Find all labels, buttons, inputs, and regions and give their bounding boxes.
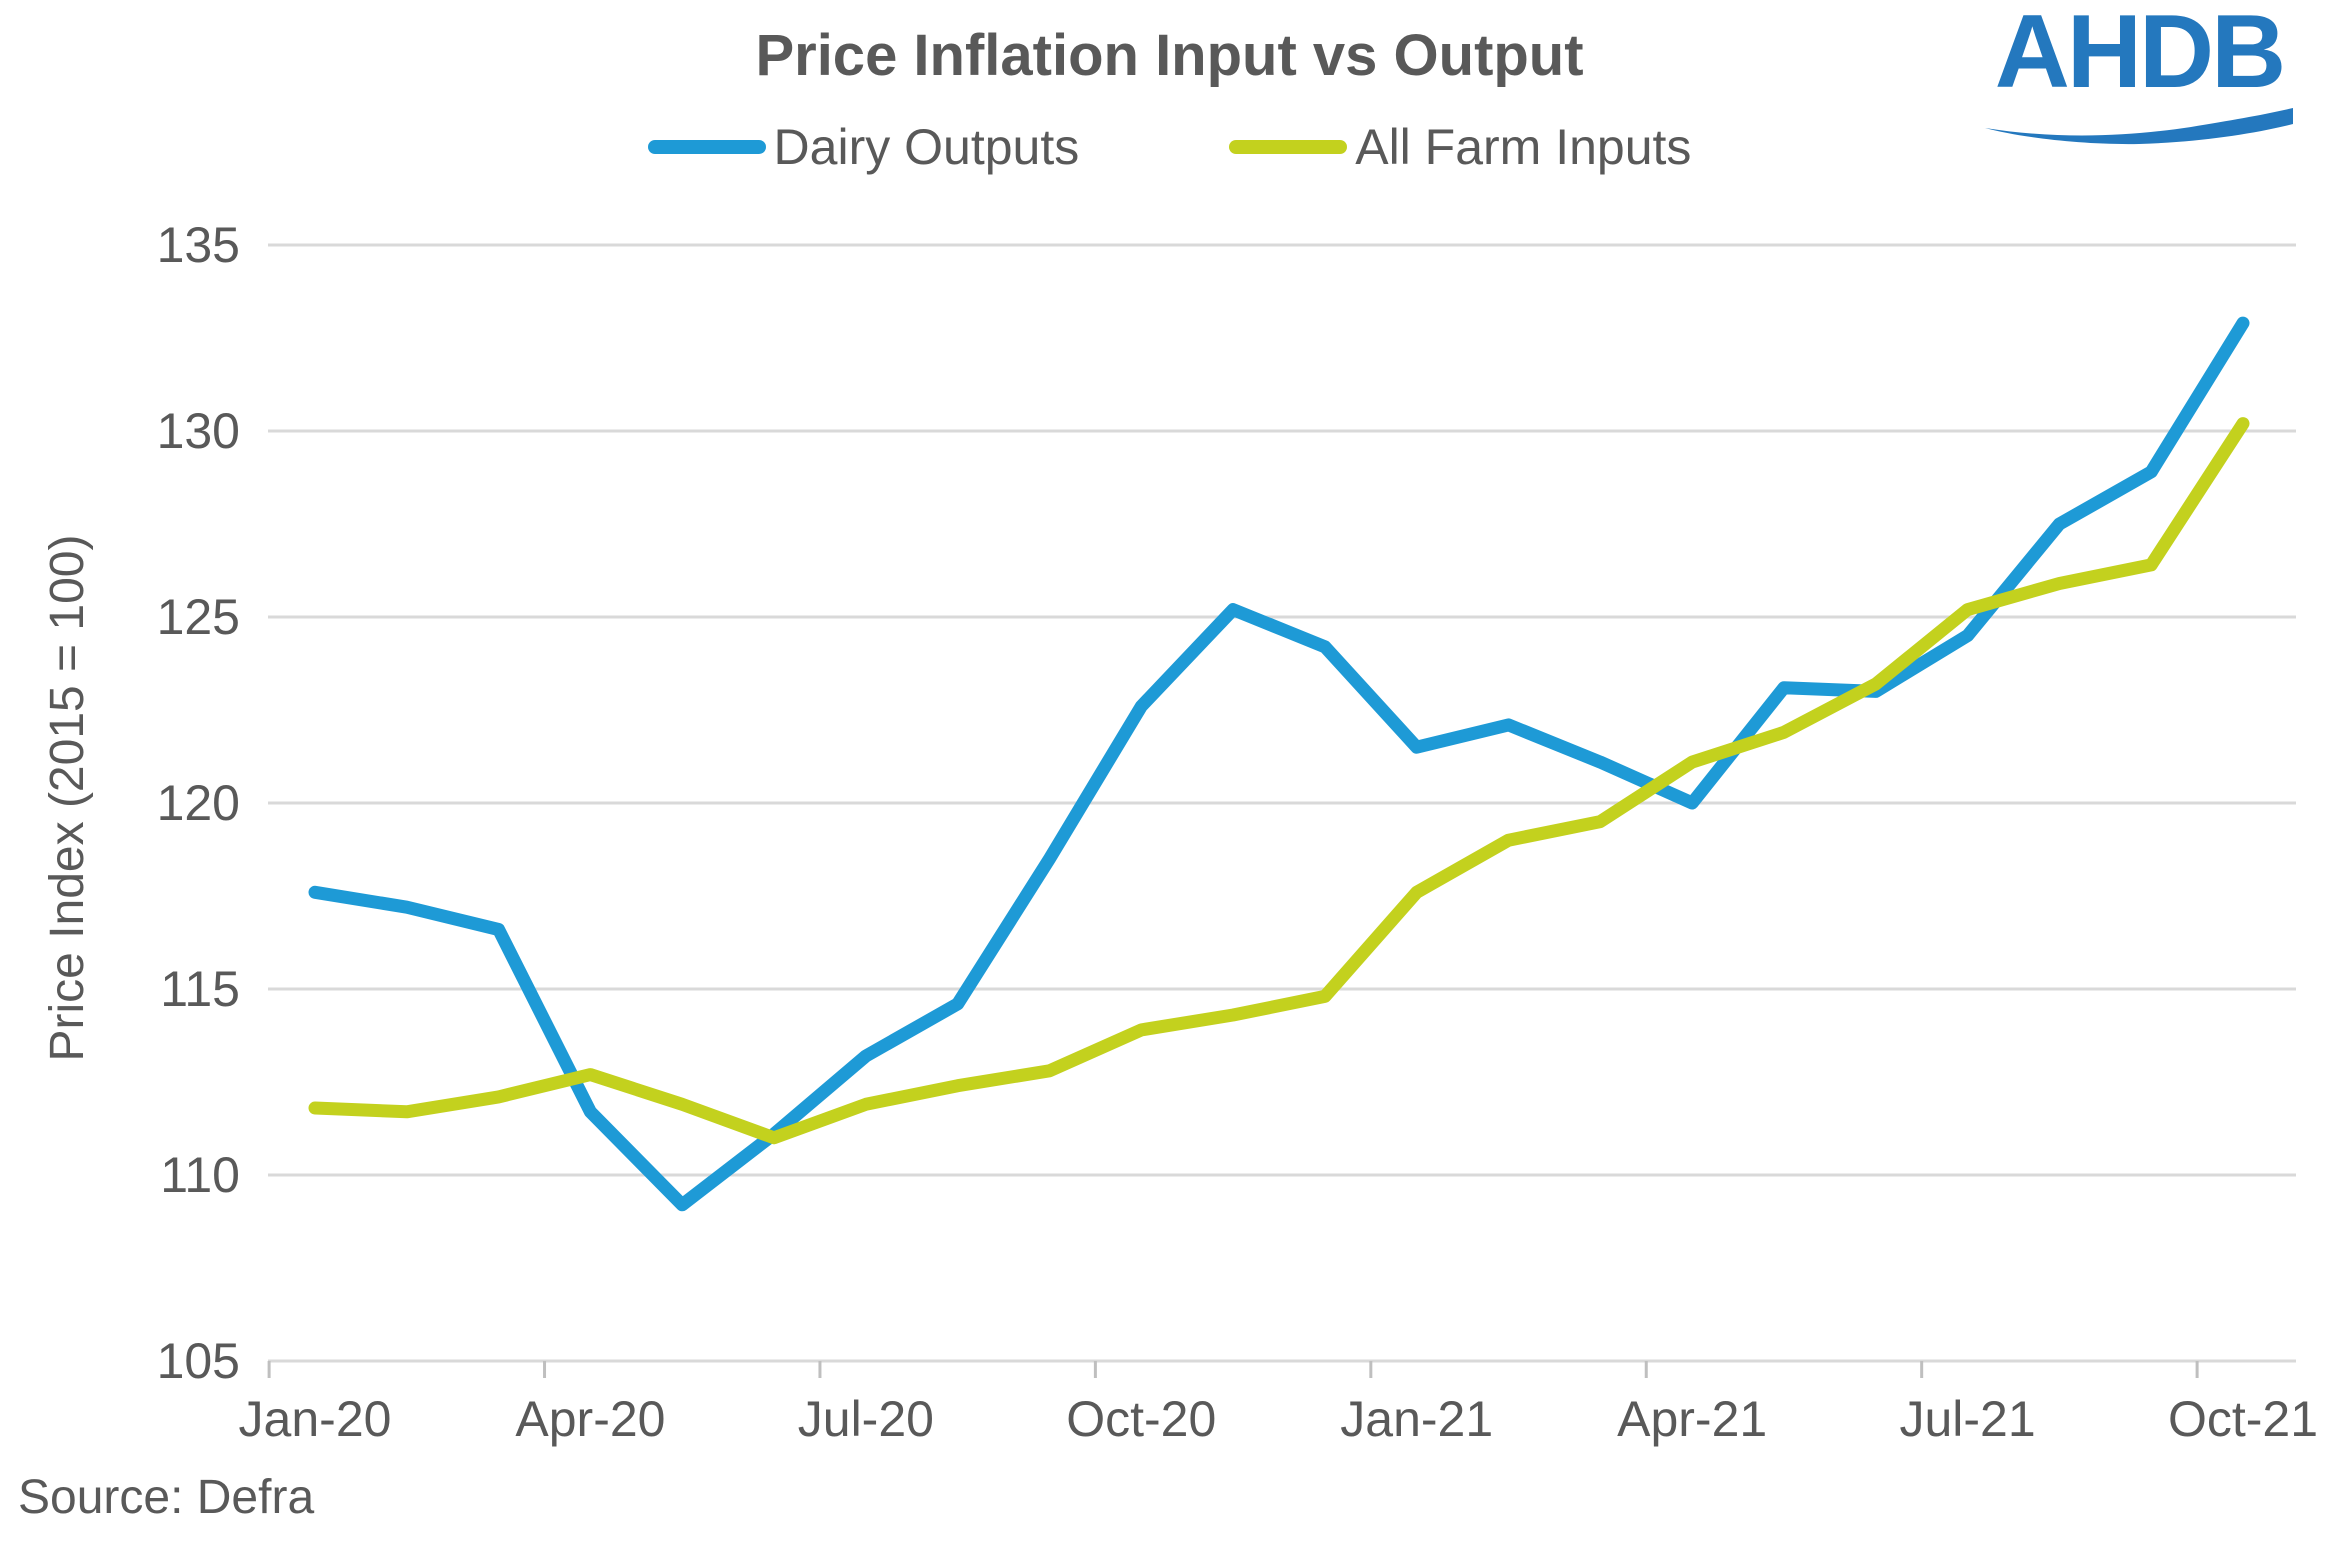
chart-legend: Dairy Outputs All Farm Inputs [0, 118, 2339, 176]
y-tick-label: 120 [157, 775, 240, 831]
x-tick-label: Oct-21 [2168, 1391, 2318, 1447]
x-tick-label: Jul-20 [798, 1391, 934, 1447]
series-line-dairy-outputs [308, 316, 2250, 1212]
x-tick-label: Jan-21 [1340, 1391, 1493, 1447]
y-tick-label: 135 [157, 217, 240, 273]
y-tick-label: 125 [157, 589, 240, 645]
legend-line-swatch-dairy [647, 140, 766, 154]
x-tick-label: Apr-21 [1617, 1391, 1767, 1447]
y-tick-label: 130 [157, 403, 240, 459]
source-note: Source: Defra [18, 1471, 315, 1524]
y-tick-label: 110 [160, 1147, 240, 1203]
series-line-all-farm-inputs [308, 417, 2250, 1145]
x-tick-label: Apr-20 [515, 1391, 665, 1447]
legend-line-swatch-inputs [1229, 140, 1348, 154]
y-tick-label: 115 [160, 961, 240, 1017]
ahdb-logo: AHDB [1979, 0, 2299, 149]
y-tick-label: 105 [157, 1333, 240, 1389]
x-tick-label: Jan-20 [239, 1391, 392, 1447]
x-tick-label: Oct-20 [1066, 1391, 1216, 1447]
legend-label-dairy: Dairy Outputs [773, 119, 1080, 175]
ahdb-wave-icon [1985, 107, 2293, 144]
x-tick-label: Jul-21 [1899, 1391, 2035, 1447]
legend-label-inputs: All Farm Inputs [1355, 119, 1692, 175]
legend-item-all-farm-inputs: All Farm Inputs [1229, 118, 1691, 176]
legend-item-dairy-outputs: Dairy Outputs [647, 118, 1080, 176]
chart-title: Price Inflation Input vs Output [755, 23, 1584, 88]
ahdb-logo-text: AHDB [1994, 0, 2286, 110]
